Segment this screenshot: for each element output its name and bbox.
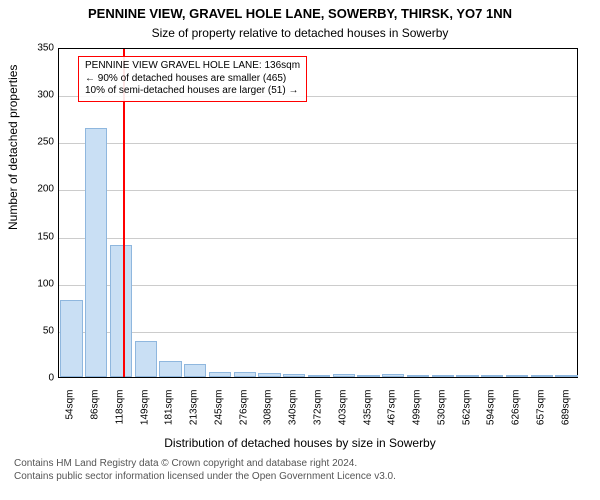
bar (159, 361, 181, 377)
bar (357, 375, 379, 377)
x-tick-label: 562sqm (461, 390, 472, 440)
bar (258, 373, 280, 377)
x-tick-label: 213sqm (189, 390, 200, 440)
x-tick-label: 245sqm (213, 390, 224, 440)
x-tick-label: 54sqm (65, 390, 76, 440)
bar (85, 128, 107, 377)
x-tick-label: 276sqm (238, 390, 249, 440)
x-tick-label: 149sqm (139, 390, 150, 440)
footer-attribution: Contains HM Land Registry data © Crown c… (14, 458, 396, 483)
x-tick-label: 594sqm (486, 390, 497, 440)
y-tick-label: 100 (24, 278, 54, 289)
bar (234, 372, 256, 377)
bar (432, 375, 454, 377)
x-tick-label: 626sqm (511, 390, 522, 440)
y-tick-label: 150 (24, 231, 54, 242)
gridline (59, 238, 577, 239)
gridline (59, 285, 577, 286)
page-title: PENNINE VIEW, GRAVEL HOLE LANE, SOWERBY,… (0, 6, 600, 21)
y-axis-label: Number of detached properties (6, 65, 20, 230)
bar (283, 374, 305, 377)
bar (60, 300, 82, 377)
gridline (59, 332, 577, 333)
annotation-line: 10% of semi-detached houses are larger (… (85, 85, 300, 98)
bar (135, 341, 157, 377)
page-subtitle: Size of property relative to detached ho… (0, 26, 600, 40)
x-tick-label: 499sqm (412, 390, 423, 440)
y-tick-label: 200 (24, 184, 54, 195)
bar (456, 375, 478, 377)
annotation-line: PENNINE VIEW GRAVEL HOLE LANE: 136sqm (85, 60, 300, 73)
x-tick-label: 308sqm (263, 390, 274, 440)
bar (555, 375, 577, 377)
x-tick-label: 689sqm (560, 390, 571, 440)
y-tick-label: 250 (24, 137, 54, 148)
bar (531, 375, 553, 377)
x-tick-label: 340sqm (288, 390, 299, 440)
x-tick-label: 657sqm (535, 390, 546, 440)
bar (481, 375, 503, 377)
bar (110, 245, 132, 377)
bar (209, 372, 231, 377)
y-tick-label: 300 (24, 90, 54, 101)
x-tick-label: 467sqm (387, 390, 398, 440)
x-tick-label: 118sqm (114, 390, 125, 440)
footer-line-1: Contains HM Land Registry data © Crown c… (14, 458, 396, 471)
bar (506, 375, 528, 377)
y-tick-label: 0 (24, 373, 54, 384)
gridline (59, 143, 577, 144)
y-tick-label: 50 (24, 325, 54, 336)
x-tick-label: 435sqm (362, 390, 373, 440)
x-tick-label: 86sqm (90, 390, 101, 440)
bar (407, 375, 429, 377)
gridline (59, 190, 577, 191)
bar (184, 364, 206, 377)
bar (382, 374, 404, 377)
footer-line-2: Contains public sector information licen… (14, 471, 396, 484)
x-tick-label: 403sqm (337, 390, 348, 440)
y-tick-label: 350 (24, 43, 54, 54)
x-tick-label: 530sqm (436, 390, 447, 440)
bar (308, 375, 330, 377)
x-tick-label: 372sqm (313, 390, 324, 440)
annotation-box: PENNINE VIEW GRAVEL HOLE LANE: 136sqm← 9… (78, 56, 307, 102)
annotation-line: ← 90% of detached houses are smaller (46… (85, 73, 300, 86)
x-tick-label: 181sqm (164, 390, 175, 440)
bar (333, 374, 355, 377)
